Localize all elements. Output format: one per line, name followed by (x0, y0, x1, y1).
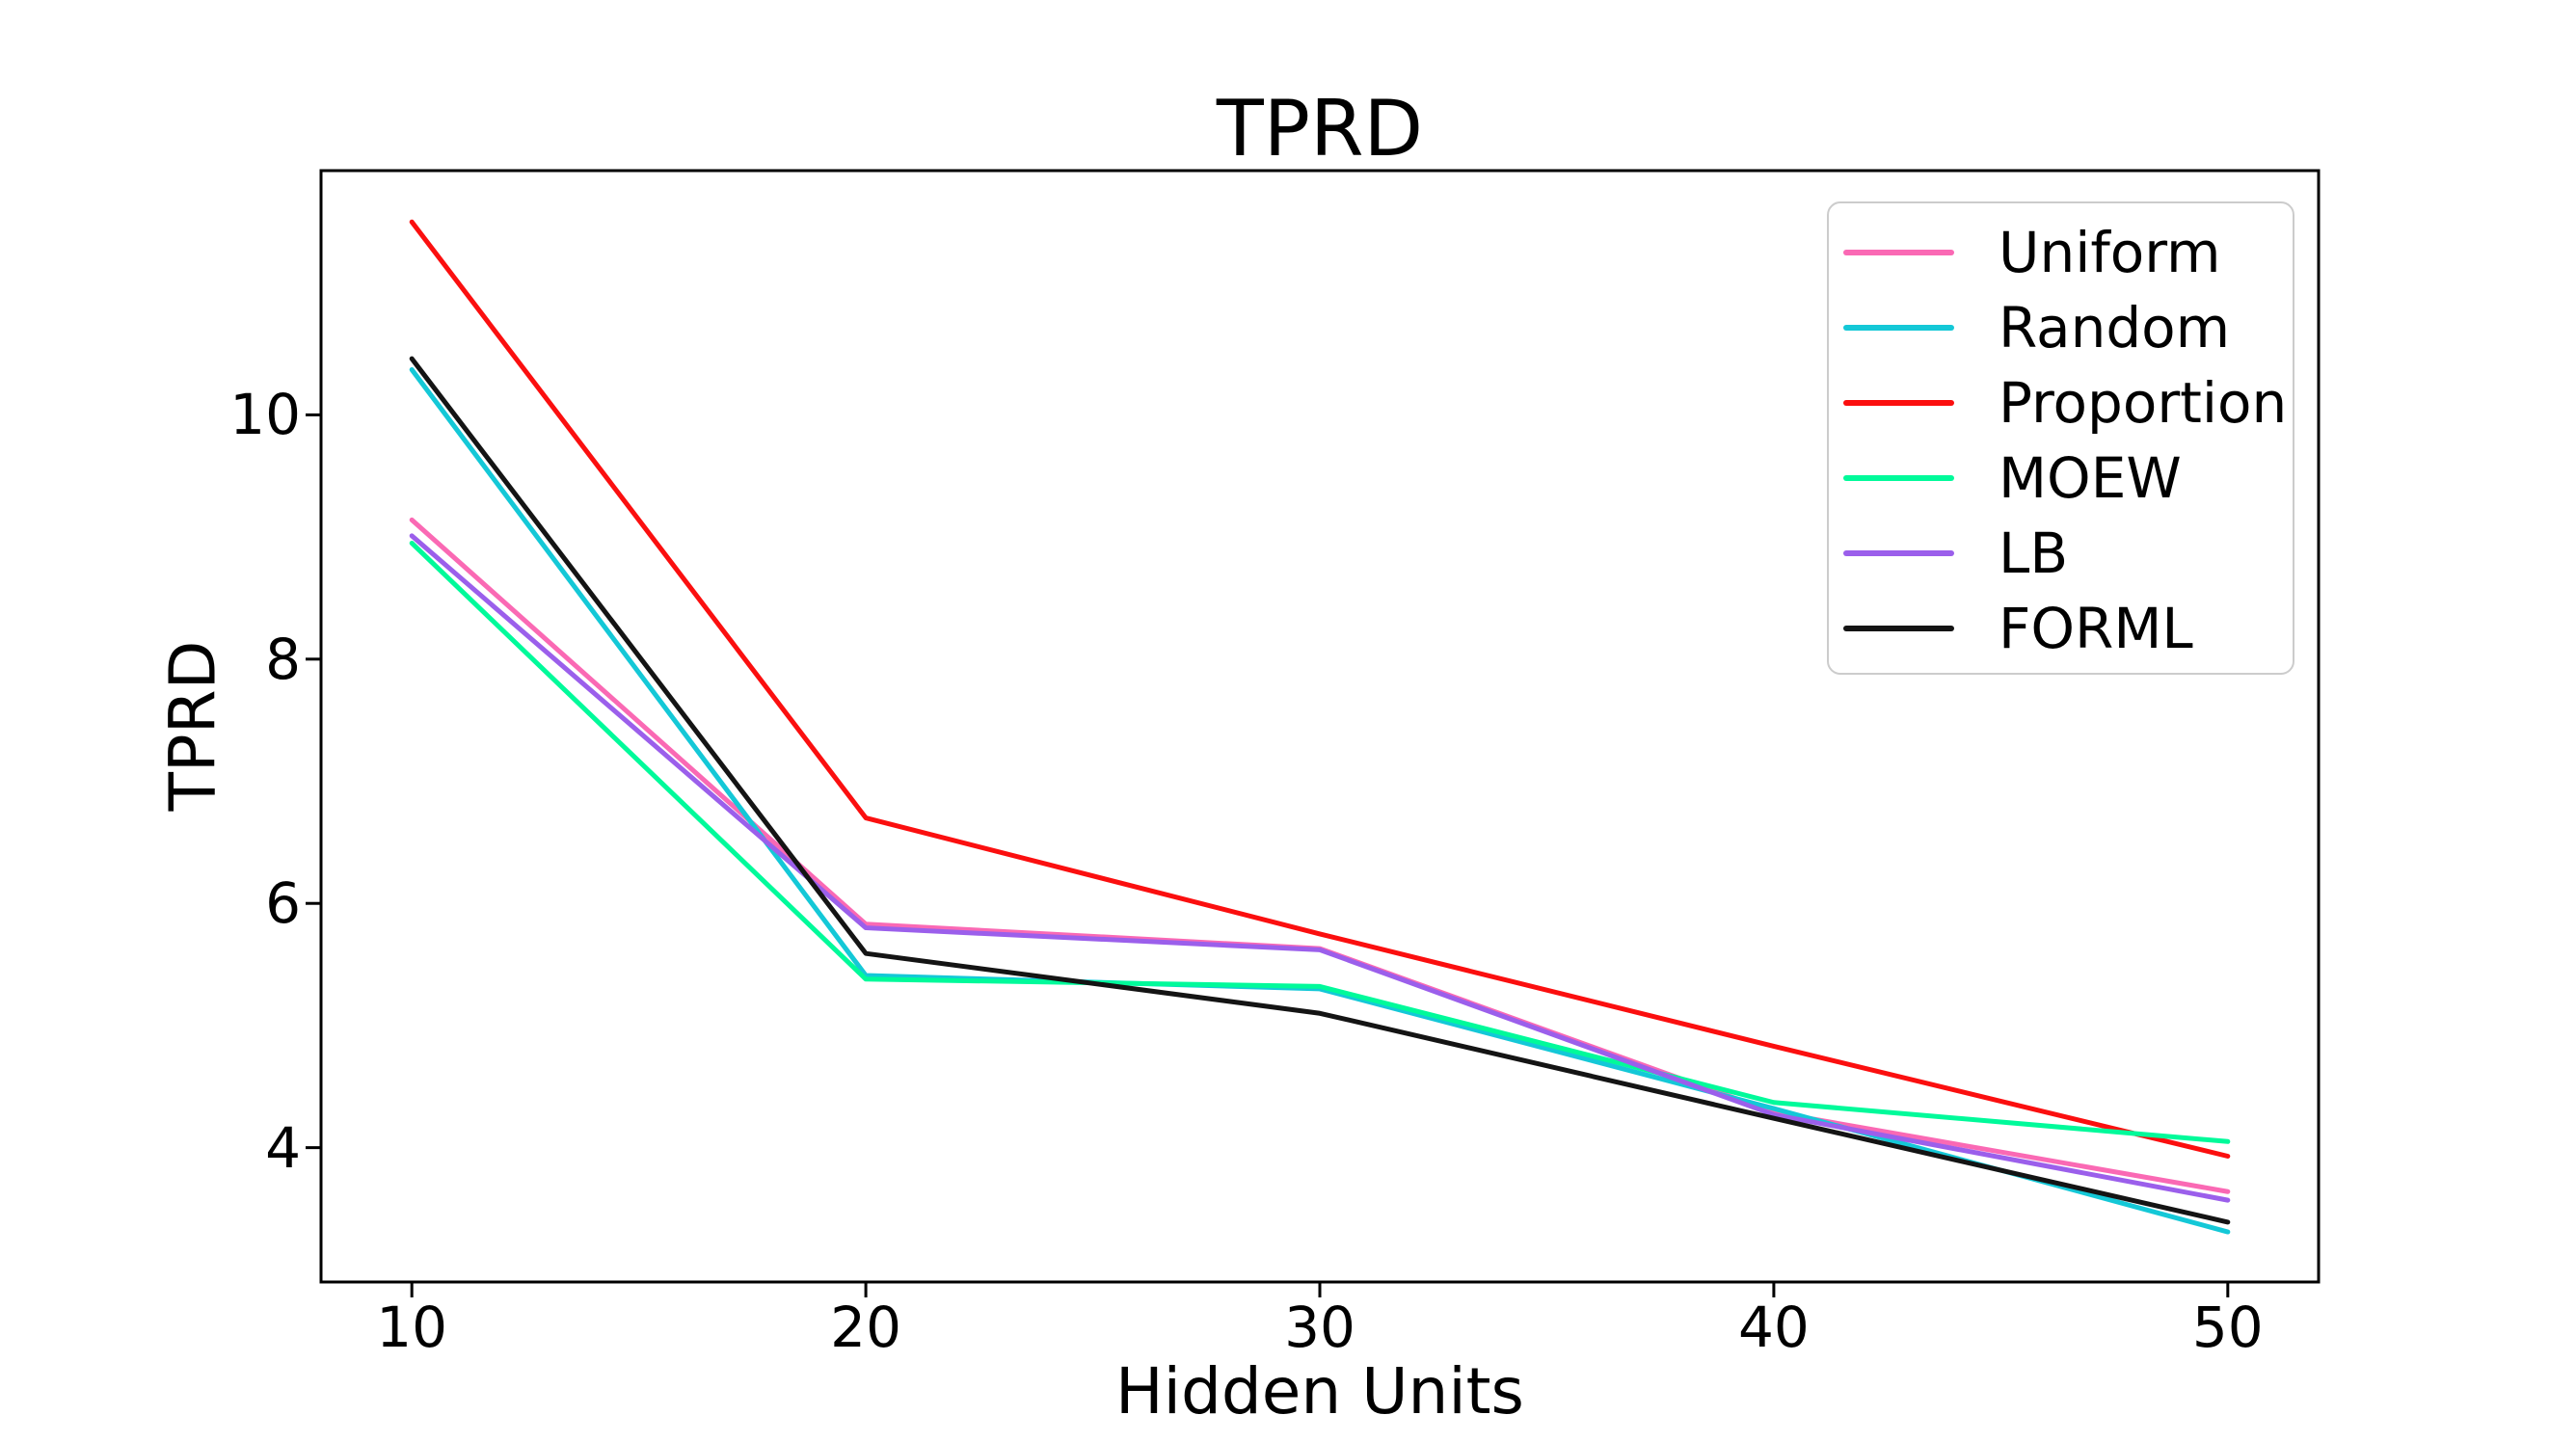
legend-label: Uniform (1999, 220, 2221, 285)
axes-frame (319, 169, 2321, 1284)
y-tick-label: 10 (229, 382, 301, 448)
x-tick-label: 40 (1738, 1295, 1810, 1360)
series-lines (409, 219, 2231, 1235)
series-line-forml (409, 356, 2231, 1225)
legend-entry-moew: MOEW (1829, 441, 2293, 516)
legend-entry-forml: FORML (1829, 591, 2293, 666)
x-tick-label: 10 (376, 1295, 448, 1360)
legend-entry-uniform: Uniform (1829, 215, 2293, 290)
legend-entry-random: Random (1829, 290, 2293, 365)
legend: Uniform Random Proportion MOEW LB FORML (1827, 201, 2294, 675)
x-tick-label: 50 (2191, 1295, 2264, 1360)
legend-label: LB (1999, 521, 2069, 586)
series-line-moew (409, 540, 2231, 1144)
y-tick-label: 8 (265, 626, 301, 692)
legend-swatch-forml (1843, 626, 1954, 631)
series-line-lb (409, 533, 2231, 1203)
legend-label: MOEW (1999, 445, 2182, 511)
y-axis-label: TPRD (155, 640, 230, 812)
legend-swatch-moew (1843, 475, 1954, 481)
legend-label: Proportion (1999, 370, 2288, 436)
x-axis-label: Hidden Units (1115, 1354, 1524, 1429)
legend-swatch-proportion (1843, 400, 1954, 406)
legend-entry-lb: LB (1829, 516, 2293, 591)
y-tick-label: 6 (265, 870, 301, 937)
chart-title: TPRD (1216, 84, 1424, 174)
axis-ticks (306, 413, 2230, 1297)
y-tick-label: 4 (265, 1114, 301, 1181)
legend-swatch-lb (1843, 550, 1954, 556)
legend-swatch-uniform (1843, 250, 1954, 255)
legend-swatch-random (1843, 325, 1954, 331)
legend-label: Random (1999, 295, 2231, 360)
x-tick-label: 20 (830, 1295, 901, 1360)
legend-entry-proportion: Proportion (1829, 365, 2293, 441)
legend-label: FORML (1999, 596, 2193, 661)
x-tick-label: 30 (1284, 1295, 1355, 1360)
series-line-proportion (409, 219, 2231, 1159)
